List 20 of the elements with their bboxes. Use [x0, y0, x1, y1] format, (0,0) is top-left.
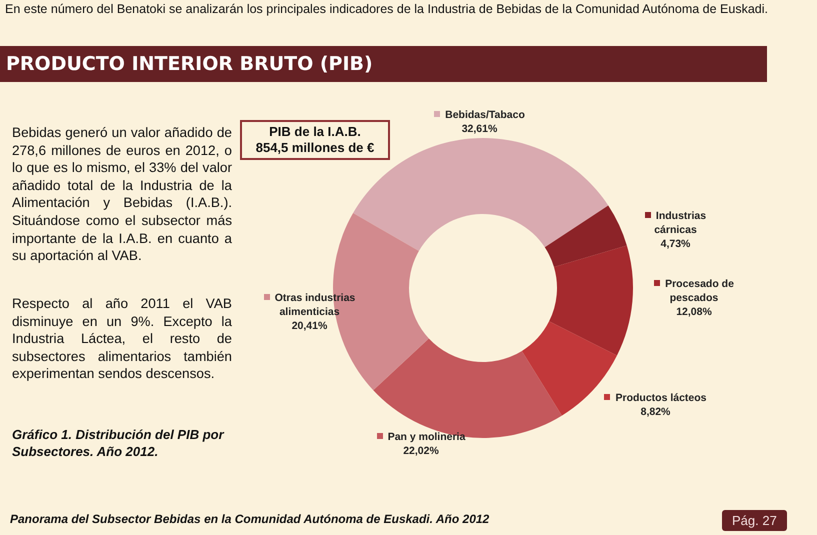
text: Pág. 27: [722, 510, 787, 531]
chart-title: PRODUCTO INTERIOR BRUTO (PIB): [0, 46, 767, 82]
legend-label: Productos lácteos: [615, 392, 707, 404]
text: PIB de la I.A.B. 854,5 millones de €: [240, 120, 390, 160]
legend-label: Pan y molineria: [388, 431, 466, 443]
data-label: 22,02%: [403, 445, 439, 457]
text: Panorama del Subsector Bebidas en la Comunidad Autónoma de Euskadi. Año 2012: [10, 512, 490, 526]
text: En este número del Benatoki se analizarán los principales indicadores de la Industria de Bebidas de la Comunidad Autónoma de Euskadi.: [5, 2, 769, 17]
text: Respecto al año 2011 el VAB disminuye en un 9%. Excepto la Industria Láctea, el resto de subsectores alimentarios también experimentan sendos descensos.: [12, 295, 232, 383]
legend-label: Bebidas/Tabaco: [445, 109, 525, 121]
data-label: 12,08%: [676, 306, 712, 318]
data-label: 20,41%: [292, 320, 328, 332]
legend-label: Industrias cárnicas: [654, 210, 706, 236]
legend-label: Procesado de pescados: [665, 278, 734, 304]
text: Bebidas generó un valor añadido de 278,6 millones de euros en 2012, o lo que es lo mismo, el 33% del valor añadido total de la Industria de la Alimentación y Bebidas (I.A.B.). Situándose como el subsector más importante de la I.A.B. en cuanto a su aportación al VAB.: [12, 124, 232, 265]
legend-label: Otras industrias alimenticias: [274, 292, 356, 318]
data-label: 8,82%: [640, 406, 670, 418]
data-label: 32,61%: [462, 123, 498, 135]
data-label: 4,73%: [660, 238, 690, 250]
text: Gráfico 1. Distribución del PIB por Subsectores. Año 2012.: [12, 426, 226, 460]
